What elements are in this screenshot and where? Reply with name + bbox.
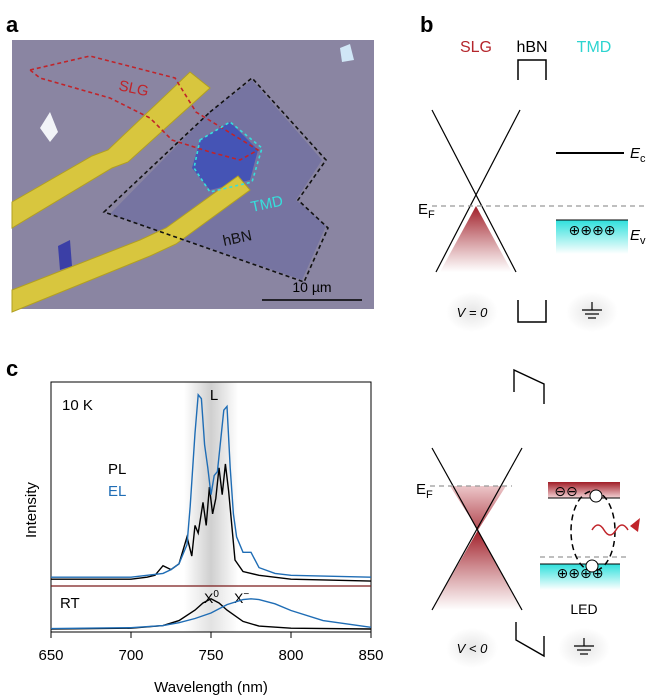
panel-c-spectra: 10 K L PL EL Intensity RT X0 X− 650 700 75…: [23, 381, 384, 696]
pl-curve-0: [51, 463, 372, 582]
x-tick-label-800: 800: [278, 647, 303, 664]
x-ticks: 650 700 750 800 850: [38, 632, 384, 664]
ground-icon: [582, 302, 602, 319]
header-hbn: hBN: [516, 39, 547, 56]
x-tick-label-650: 650: [38, 647, 63, 664]
exciton-ellipse: [570, 490, 616, 572]
ground-icon-d: [574, 638, 594, 655]
x-tick-label-750: 750: [198, 647, 223, 664]
valence-band: [556, 220, 628, 254]
el-curve-0: [51, 393, 372, 578]
l-highlight-band-lower: [184, 586, 238, 632]
dirac-line-1: [431, 109, 517, 273]
ec-label: Ec: [630, 145, 646, 165]
label-tmd: TMD: [249, 192, 284, 215]
y-axis-label: Intensity: [23, 482, 40, 538]
spectra-curves: [50, 393, 372, 630]
ef-label-d: EF: [416, 481, 433, 501]
flake-white: [40, 112, 58, 142]
header-tmd: TMD: [577, 39, 612, 56]
ground-bubble-b: [566, 292, 618, 332]
x-axis-label: Wavelength (nm): [154, 679, 268, 696]
panel-b-band-diagram: SLG hBN TMD EF Ec ⊕⊕⊕⊕ Ev V = 0: [418, 39, 646, 332]
hbn-barrier-bottom: [517, 300, 547, 323]
bias-label-b: V = 0: [457, 305, 488, 320]
upper-cone-filled: [450, 486, 506, 530]
holes-b: ⊕⊕⊕⊕: [569, 222, 616, 238]
x-tick-label-850: 850: [358, 647, 383, 664]
panel-c-letter: c: [6, 356, 18, 381]
x-tick-label-700: 700: [118, 647, 143, 664]
panel-a-micrograph: SLG TMD hBN 10 µm: [11, 40, 374, 313]
electrons-d: ⊖⊖: [554, 483, 577, 499]
header-slg: SLG: [460, 39, 492, 56]
panel-d-band-diagram: EF ⊖⊖ ⊕⊕⊕⊕ LED V < 0: [416, 368, 640, 668]
electrode-upper: [11, 71, 211, 229]
ground-bubble-d: [558, 628, 610, 668]
ef-label-b: EF: [418, 201, 435, 221]
label-slg: SLG: [117, 77, 150, 100]
exciton-hole: [585, 559, 599, 573]
photon-wave-icon: [591, 524, 629, 536]
hbn-outline: [102, 76, 329, 283]
dirac-line-2: [435, 109, 521, 273]
legend-el: EL: [108, 483, 126, 500]
hbn-barrier-bottom-d: [515, 622, 545, 658]
rt-1-curve-1: [50, 598, 372, 630]
bias-label-d: V < 0: [457, 641, 488, 656]
lower-cone-filled: [432, 530, 522, 610]
exciton-electron: [589, 489, 603, 503]
label-hbn: hBN: [221, 227, 253, 250]
flake-blue-2: [340, 44, 354, 62]
bias-bubble-b: [446, 292, 498, 332]
legend-pl: PL: [108, 461, 126, 478]
dirac-line-d2: [431, 447, 523, 611]
dirac-cone-filled: [440, 206, 512, 272]
scale-bar-label: 10 µm: [292, 279, 331, 295]
hbn-barrier-top: [517, 59, 547, 80]
temperature-label: 10 K: [62, 397, 93, 414]
flake-blue-1: [58, 240, 72, 270]
tmd-valence-band-d: [540, 564, 620, 590]
panel-b-letter: b: [420, 12, 433, 37]
xminus-label: X−: [234, 589, 249, 606]
electrode-lower: [11, 175, 251, 313]
panel-a-letter: a: [6, 12, 19, 37]
rt-label: RT: [60, 595, 80, 612]
slg-outline: [28, 55, 260, 161]
tmd-flake: [192, 122, 258, 190]
bias-bubble-d: [446, 628, 498, 668]
x0-label: X0: [204, 589, 219, 606]
photon-arrow-icon: [630, 518, 640, 532]
l-highlight-band: [184, 382, 238, 586]
l-label: L: [210, 387, 218, 404]
hbn-barrier-top-d: [513, 368, 545, 404]
ev-label: Ev: [630, 227, 646, 247]
led-label: LED: [570, 601, 597, 617]
